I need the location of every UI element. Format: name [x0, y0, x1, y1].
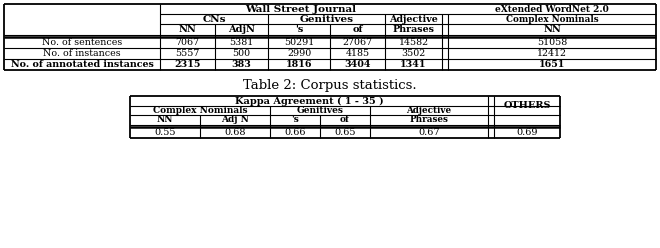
Text: Genitives: Genitives: [296, 106, 343, 115]
Text: NN: NN: [543, 25, 561, 34]
Text: 50291: 50291: [284, 38, 314, 47]
Text: 3404: 3404: [345, 60, 371, 69]
Text: 0.65: 0.65: [334, 128, 356, 137]
Text: NN: NN: [157, 116, 173, 124]
Text: 0.55: 0.55: [154, 128, 176, 137]
Text: 1651: 1651: [539, 60, 565, 69]
Text: eXtended WordNet 2.0: eXtended WordNet 2.0: [495, 4, 609, 13]
Text: of: of: [352, 25, 363, 34]
Text: 4185: 4185: [345, 49, 370, 58]
Text: NN: NN: [179, 25, 197, 34]
Text: 5381: 5381: [230, 38, 253, 47]
Text: of: of: [340, 116, 350, 124]
Text: 3502: 3502: [401, 49, 426, 58]
Text: 7067: 7067: [176, 38, 199, 47]
Text: 's: 's: [291, 116, 299, 124]
Text: 's: 's: [295, 25, 303, 34]
Text: Wall Street Journal: Wall Street Journal: [246, 4, 356, 13]
Text: 5557: 5557: [176, 49, 200, 58]
Text: Complex Nominals: Complex Nominals: [152, 106, 248, 115]
Text: Adjective: Adjective: [389, 14, 438, 24]
Text: 2990: 2990: [287, 49, 311, 58]
Text: 51058: 51058: [537, 38, 567, 47]
Text: Kappa Agreement ( 1 - 35 ): Kappa Agreement ( 1 - 35 ): [235, 96, 383, 106]
Text: 27067: 27067: [343, 38, 372, 47]
Text: 0.66: 0.66: [284, 128, 306, 137]
Text: 500: 500: [232, 49, 251, 58]
Text: 14582: 14582: [399, 38, 428, 47]
Text: 1816: 1816: [286, 60, 312, 69]
Text: 1341: 1341: [400, 60, 427, 69]
Text: No. of annotated instances: No. of annotated instances: [11, 60, 153, 69]
Text: No. of instances: No. of instances: [43, 49, 121, 58]
Text: AdjN: AdjN: [228, 25, 255, 34]
Text: 0.67: 0.67: [418, 128, 440, 137]
Text: Phrases: Phrases: [410, 116, 448, 124]
Text: 2315: 2315: [174, 60, 201, 69]
Text: 383: 383: [232, 60, 251, 69]
Text: CNs: CNs: [202, 14, 226, 24]
Text: OTHERS: OTHERS: [503, 101, 550, 110]
Text: 0.69: 0.69: [516, 128, 538, 137]
Text: Complex Nominals: Complex Nominals: [506, 14, 599, 24]
Text: Adjective: Adjective: [407, 106, 451, 115]
Text: 12412: 12412: [537, 49, 567, 58]
Text: Phrases: Phrases: [393, 25, 434, 34]
Text: No. of sentences: No. of sentences: [42, 38, 122, 47]
Text: Adj N: Adj N: [221, 116, 249, 124]
Text: Genitives: Genitives: [300, 14, 354, 24]
Text: Table 2: Corpus statistics.: Table 2: Corpus statistics.: [243, 79, 417, 92]
Text: 0.68: 0.68: [224, 128, 246, 137]
